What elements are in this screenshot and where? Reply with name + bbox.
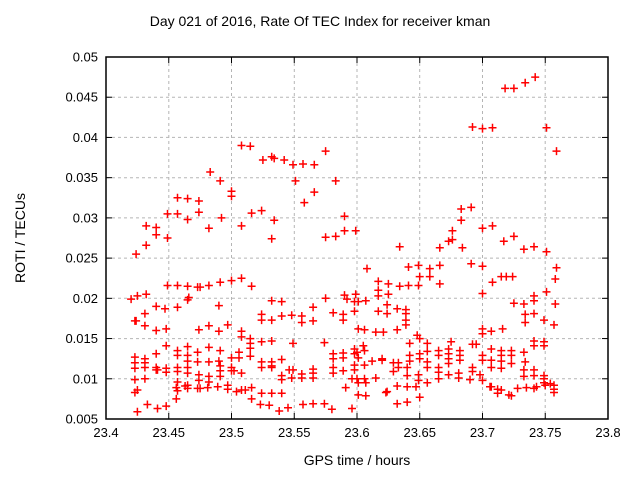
y-tick-label: 0.05 [73, 50, 98, 65]
y-tick-label: 0.035 [65, 170, 98, 185]
y-tick-label: 0.015 [65, 331, 98, 346]
x-tick-label: 23.8 [595, 425, 620, 440]
chart-title: Day 021 of 2016, Rate Of TEC Index for r… [149, 13, 491, 29]
y-tick-label: 0.005 [65, 412, 98, 427]
y-tick-label: 0.045 [65, 90, 98, 105]
data-points [127, 73, 561, 416]
x-tick-label: 23.5 [219, 425, 244, 440]
y-tick-label: 0.025 [65, 251, 98, 266]
x-tick-label: 23.45 [152, 425, 185, 440]
x-tick-label: 23.4 [93, 425, 118, 440]
y-tick-label: 0.03 [73, 210, 98, 225]
x-axis-label: GPS time / hours [303, 452, 411, 468]
y-tick-label: 0.02 [73, 291, 98, 306]
x-tick-label: 23.6 [344, 425, 369, 440]
y-axis-label: ROTI / TECUs [12, 193, 28, 283]
x-tick-label: 23.65 [403, 425, 436, 440]
x-tick-label: 23.75 [529, 425, 562, 440]
x-tick-label: 23.55 [278, 425, 311, 440]
x-tick-label: 23.7 [470, 425, 495, 440]
y-tick-label: 0.01 [73, 371, 98, 386]
y-tick-label: 0.04 [73, 130, 98, 145]
